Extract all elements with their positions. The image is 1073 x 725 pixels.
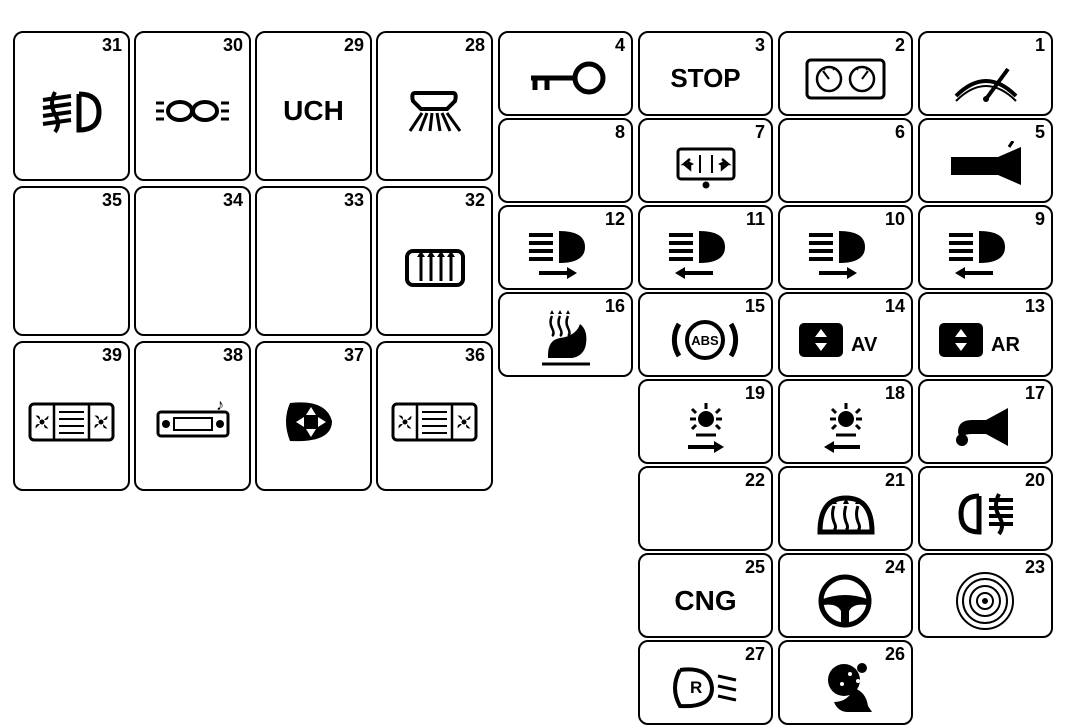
fuse-cell-23: 23 (918, 553, 1053, 638)
text-icon: CNG (640, 565, 771, 636)
svg-text:♪: ♪ (216, 397, 224, 414)
fuse-cell-17: 17 (918, 379, 1053, 464)
steering-icon (780, 565, 911, 636)
front-fog-icon (15, 43, 128, 179)
fuse-cell-20: 20 (918, 466, 1053, 551)
fuse-cell-37: 37 (255, 341, 372, 491)
rear-defrost-icon (378, 198, 491, 334)
fuse-cell-4: 4 (498, 31, 633, 116)
lamp-right-icon (640, 391, 771, 462)
fuse-cell-35: 35 (13, 186, 130, 336)
window-lock-icon: AV (780, 304, 911, 375)
interior-light-icon (378, 43, 491, 179)
fuse-cell-15: 15 ABS (638, 292, 773, 377)
fuse-cell-14: 14 AV (778, 292, 913, 377)
lamp-left-icon (780, 391, 911, 462)
fuse-cell-9: 9 (918, 205, 1053, 290)
rear-fog-icon (920, 478, 1051, 549)
sidelights-icon (136, 43, 249, 179)
fuse-cell-25: 25CNG (638, 553, 773, 638)
key-icon (500, 43, 631, 114)
empty-icon (640, 478, 771, 549)
headlight-left-icon (640, 217, 771, 288)
fuse-cell-24: 24 (778, 553, 913, 638)
dashboard-icon (780, 43, 911, 114)
fan-unit-icon (15, 353, 128, 489)
fuse-cell-13: 13 AR (918, 292, 1053, 377)
fuse-cell-7: 7 (638, 118, 773, 203)
fuse-cell-34: 34 (134, 186, 251, 336)
fuse-cell-8: 8 (498, 118, 633, 203)
wiper-icon (920, 43, 1051, 114)
airbag-icon (780, 652, 911, 723)
empty-icon (500, 130, 631, 201)
fuse-cell-28: 28 (376, 31, 493, 181)
svg-text:ABS: ABS (691, 333, 719, 348)
empty-icon (780, 130, 911, 201)
fuse-cell-32: 32 (376, 186, 493, 336)
fuse-cell-10: 10 (778, 205, 913, 290)
fuse-cell-33: 33 (255, 186, 372, 336)
svg-text:R: R (690, 678, 702, 697)
mirror-adjust-icon (257, 353, 370, 489)
fuse-cell-31: 31 (13, 31, 130, 181)
fan-unit-icon (378, 353, 491, 489)
hazard-display-icon (640, 130, 771, 201)
fuse-cell-30: 30 (134, 31, 251, 181)
fuse-cell-27: 27 R (638, 640, 773, 725)
abs-icon: ABS (640, 304, 771, 375)
headlight-right-icon (500, 217, 631, 288)
fuse-cell-19: 19 (638, 379, 773, 464)
fuse-cell-21: 21 (778, 466, 913, 551)
fuse-cell-18: 18 (778, 379, 913, 464)
empty-icon (257, 198, 370, 334)
fuse-cell-39: 39 (13, 341, 130, 491)
fuse-cell-22: 22 (638, 466, 773, 551)
fuse-cell-6: 6 (778, 118, 913, 203)
svg-text:AV: AV (851, 334, 878, 356)
fuse-cell-26: 26 (778, 640, 913, 725)
fuse-cell-3: 3STOP (638, 31, 773, 116)
empty-icon (15, 198, 128, 334)
text-icon: STOP (640, 43, 771, 114)
fuse-cell-2: 2 (778, 31, 913, 116)
fuse-cell-16: 16 (498, 292, 633, 377)
svg-text:AR: AR (991, 334, 1020, 356)
horn-trumpet-icon (920, 130, 1051, 201)
headlight-right-icon (780, 217, 911, 288)
mirror-r-icon: R (640, 652, 771, 723)
text-icon: UCH (257, 43, 370, 179)
heated-seat-icon (500, 304, 631, 375)
empty-icon (136, 198, 249, 334)
radio-icon: ♪ (136, 353, 249, 489)
radar-icon (920, 565, 1051, 636)
fuse-cell-29: 29UCH (255, 31, 372, 181)
fuse-cell-1: 1 (918, 31, 1053, 116)
headlight-left-icon (920, 217, 1051, 288)
fuse-cell-36: 36 (376, 341, 493, 491)
rear-defrost-2-icon (780, 478, 911, 549)
fuse-cell-38: 38 ♪ (134, 341, 251, 491)
fuse-cell-5: 5 (918, 118, 1053, 203)
fuse-cell-12: 12 (498, 205, 633, 290)
window-lock-icon: AR (920, 304, 1051, 375)
horn-icon (920, 391, 1051, 462)
fuse-cell-11: 11 (638, 205, 773, 290)
